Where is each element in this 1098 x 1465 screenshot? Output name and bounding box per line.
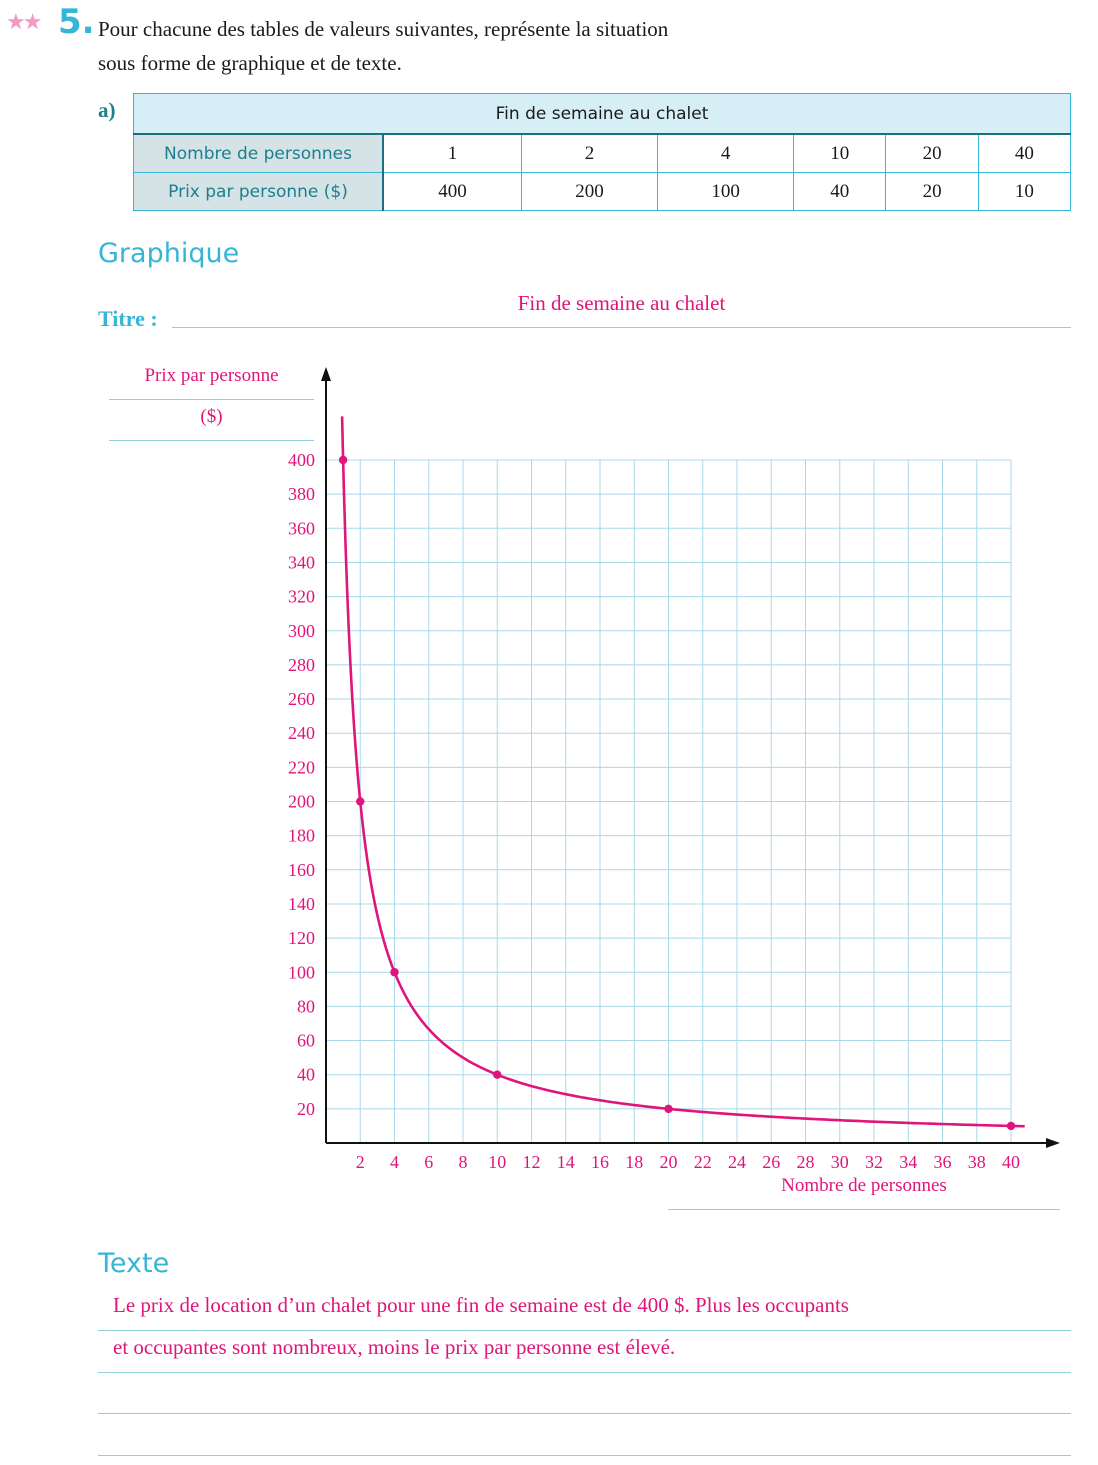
y-tick-label: 380 [288, 484, 315, 504]
x-tick-label: 30 [831, 1152, 849, 1172]
x-tick-label: 40 [1002, 1152, 1020, 1172]
y-tick-label: 280 [288, 655, 315, 675]
chart-grid [326, 459, 1012, 1143]
title-answer[interactable]: Fin de semaine au chalet [517, 291, 726, 315]
text-answer-line-1[interactable]: Le prix de location d’un chalet pour une… [113, 1293, 849, 1317]
y-tick-label: 220 [288, 757, 315, 777]
y-tick-label: 200 [288, 792, 315, 812]
text-rule-4 [98, 1455, 1071, 1456]
x-axis-arrow-icon [1046, 1138, 1060, 1148]
table-title: Fin de semaine au chalet [133, 93, 1071, 135]
y-label-rule-2 [109, 440, 314, 441]
data-point [1006, 1121, 1016, 1131]
x-tick-label: 34 [899, 1152, 917, 1172]
x-tick-label: 16 [591, 1152, 609, 1172]
y-axis-label-line2: ($) [200, 406, 223, 427]
y-tick-labels: 20 40 60 80 100 120 140 160 180 200 220 240 260 280 30… [288, 450, 315, 1119]
y-tick-label: 240 [288, 723, 315, 743]
data-point [338, 455, 348, 465]
table-cell: 200 [520, 172, 659, 211]
x-tick-label: 12 [523, 1152, 541, 1172]
table-cell: 10 [977, 172, 1072, 211]
table-cell: 40 [793, 172, 887, 211]
data-point [493, 1070, 502, 1079]
y-tick-label: 360 [288, 518, 315, 538]
title-label: Titre : [98, 306, 158, 331]
x-tick-label: 36 [934, 1152, 952, 1172]
x-tick-label: 32 [865, 1152, 883, 1172]
x-tick-label: 20 [660, 1152, 678, 1172]
y-tick-label: 300 [288, 621, 315, 641]
y-tick-label: 180 [288, 826, 315, 846]
x-tick-label: 14 [557, 1152, 575, 1172]
x-tick-label: 6 [424, 1152, 433, 1172]
text-rule-3 [98, 1413, 1071, 1414]
table-cell: 4 [657, 133, 795, 173]
y-tick-label: 400 [288, 450, 315, 470]
x-label-rule [668, 1209, 1060, 1210]
text-rule-2 [98, 1372, 1071, 1373]
x-tick-label: 10 [488, 1152, 506, 1172]
table-row-people: Nombre de personnes 1 2 4 10 20 40 [133, 133, 1072, 173]
table-cell: 400 [382, 172, 522, 211]
text-rule-1 [98, 1330, 1071, 1331]
row-label-people: Nombre de personnes [133, 133, 384, 173]
table-cell: 20 [885, 172, 979, 211]
y-tick-label: 80 [297, 996, 315, 1016]
values-table: Fin de semaine au chalet Nombre de perso… [133, 93, 1072, 211]
instruction-line-1: Pour chacune des tables de valeurs suiva… [98, 17, 669, 41]
text-answer-line-2[interactable]: et occupantes sont nombreux, moins le pr… [113, 1335, 676, 1359]
table-cell: 20 [885, 133, 979, 173]
x-tick-label: 24 [728, 1152, 746, 1172]
exercise-number: 5. [58, 2, 95, 42]
data-point [664, 1104, 673, 1114]
data-point [356, 797, 365, 806]
x-tick-label: 8 [459, 1152, 468, 1172]
y-tick-label: 60 [297, 1031, 315, 1051]
x-tick-labels: 2 4 6 8 10 12 14 16 18 20 22 24 26 28 30 32 34 36 38 40 [356, 1152, 1020, 1172]
data-point [390, 968, 399, 977]
x-tick-label: 28 [797, 1152, 815, 1172]
y-tick-label: 40 [297, 1065, 315, 1085]
x-tick-label: 22 [694, 1152, 712, 1172]
y-tick-label: 260 [288, 689, 315, 709]
exercise-instruction: Pour chacune des tables de valeurs suiva… [98, 12, 668, 80]
text-heading: Texte [98, 1248, 170, 1279]
y-tick-label: 340 [288, 552, 315, 572]
x-tick-label: 18 [625, 1152, 643, 1172]
y-tick-label: 140 [288, 894, 315, 914]
y-tick-label: 100 [288, 962, 315, 982]
row-label-price: Prix par personne ($) [133, 172, 384, 211]
table-cell: 40 [977, 133, 1072, 173]
table-cell: 10 [793, 133, 887, 173]
table-row-price: Prix par personne ($) 400 200 100 40 20 … [133, 172, 1072, 211]
y-tick-label: 160 [288, 860, 315, 880]
series-curve [340, 416, 1025, 1128]
y-label-rule-1 [109, 399, 314, 400]
part-label: a) [98, 98, 116, 122]
series-points [338, 455, 1016, 1131]
title-answer-line [172, 327, 1071, 328]
y-axis-arrow-icon [321, 367, 331, 381]
y-tick-label: 20 [297, 1099, 315, 1119]
x-tick-label: 2 [356, 1152, 365, 1172]
y-tick-label: 120 [288, 928, 315, 948]
y-tick-label: 320 [288, 587, 315, 607]
y-axis-label-line1: Prix par personne [144, 365, 279, 386]
chart-axes [321, 367, 1060, 1148]
difficulty-stars: ★★ [6, 10, 42, 35]
table-cell: 2 [520, 133, 659, 173]
x-tick-label: 4 [390, 1152, 399, 1172]
x-tick-label: 38 [968, 1152, 986, 1172]
table-cell: 100 [657, 172, 795, 211]
instruction-line-2: sous forme de graphique et de texte. [98, 51, 402, 75]
graph-heading: Graphique [98, 238, 240, 269]
x-axis-label: Nombre de personnes [781, 1175, 947, 1196]
x-tick-label: 26 [762, 1152, 780, 1172]
